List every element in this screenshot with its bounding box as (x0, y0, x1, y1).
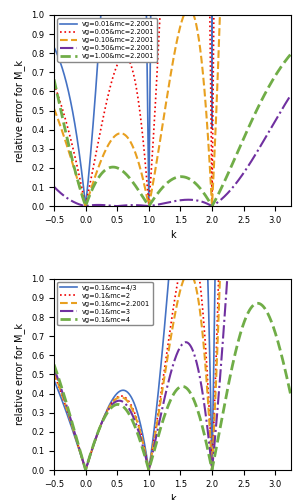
vg=0.05&mc=2.2001 (153, 103, 157, 109)
vg=0.05&mc=2.2001 (93, 154, 97, 160)
vg=0.10&mc=2.2001 (79, 188, 83, 194)
vg=1.00&mc=2.2001 (93, 180, 97, 186)
vg=0.01&mc=2.2001 (84, 203, 87, 209)
vg=0.1&mc=2.2001 (52, 370, 56, 376)
Line: vg=0.10&mc=2.2001: vg=0.10&mc=2.2001 (54, 0, 291, 206)
vg=0.1&mc=4 (84, 467, 87, 473)
vg=0.01&mc=2.2001 (79, 164, 83, 170)
vg=0.1&mc=3 (93, 437, 97, 443)
X-axis label: k: k (170, 230, 175, 240)
vg=0.50&mc=2.2001 (259, 142, 263, 148)
vg=0.10&mc=2.2001 (93, 174, 97, 180)
vg=0.1&mc=3 (153, 438, 157, 444)
Line: vg=0.1&mc=2: vg=0.1&mc=2 (54, 0, 291, 470)
vg=0.10&mc=2.2001 (153, 168, 157, 173)
vg=0.1&mc=4/3 (79, 453, 83, 459)
vg=0.1&mc=2 (84, 467, 87, 473)
Line: vg=0.50&mc=2.2001: vg=0.50&mc=2.2001 (54, 94, 291, 206)
vg=1.00&mc=2.2001 (289, 51, 293, 57)
vg=0.1&mc=4/3 (143, 444, 147, 450)
vg=0.1&mc=4 (143, 454, 147, 460)
vg=0.05&mc=2.2001 (79, 181, 83, 187)
vg=0.50&mc=2.2001 (153, 202, 157, 208)
vg=1.00&mc=2.2001 (52, 76, 56, 82)
vg=0.1&mc=4 (93, 437, 97, 443)
Y-axis label: relative error for M_k: relative error for M_k (15, 60, 26, 162)
vg=0.50&mc=2.2001 (285, 99, 288, 105)
vg=0.10&mc=2.2001 (52, 106, 56, 112)
vg=0.1&mc=3 (143, 451, 147, 457)
vg=1.00&mc=2.2001 (143, 197, 147, 203)
vg=0.50&mc=2.2001 (84, 203, 87, 209)
Line: vg=1.00&mc=2.2001: vg=1.00&mc=2.2001 (54, 54, 291, 206)
vg=0.1&mc=4/3 (52, 377, 56, 383)
vg=0.10&mc=2.2001 (143, 184, 147, 190)
vg=0.1&mc=2 (143, 448, 147, 454)
vg=0.1&mc=3 (84, 467, 87, 473)
vg=0.1&mc=2.2001 (93, 438, 97, 444)
vg=0.1&mc=3 (79, 452, 83, 458)
vg=0.1&mc=4 (259, 302, 263, 308)
vg=0.50&mc=2.2001 (79, 202, 83, 208)
vg=0.1&mc=4/3 (93, 438, 97, 444)
Legend: vg=0.1&mc=4/3, vg=0.1&mc=2, vg=0.1&mc=2.2001, vg=0.1&mc=3, vg=0.1&mc=4: vg=0.1&mc=4/3, vg=0.1&mc=2, vg=0.1&mc=2.… (57, 282, 153, 326)
vg=0.1&mc=2.2001 (143, 448, 147, 454)
Legend: vg=0.01&mc=2.2001, vg=0.05&mc=2.2001, vg=0.10&mc=2.2001, vg=0.50&mc=2.2001, vg=1: vg=0.01&mc=2.2001, vg=0.05&mc=2.2001, vg… (57, 18, 157, 62)
Y-axis label: relative error for M_k: relative error for M_k (15, 324, 26, 426)
vg=0.01&mc=2.2001 (93, 94, 97, 100)
vg=0.05&mc=2.2001 (143, 156, 147, 162)
vg=0.1&mc=4/3 (153, 417, 157, 423)
vg=0.05&mc=2.2001 (84, 203, 87, 209)
vg=0.1&mc=2 (153, 429, 157, 435)
vg=0.1&mc=4 (285, 373, 288, 379)
vg=0.50&mc=2.2001 (93, 202, 97, 208)
vg=1.00&mc=2.2001 (153, 194, 157, 200)
vg=0.1&mc=2 (52, 371, 56, 377)
vg=0.50&mc=2.2001 (289, 92, 293, 98)
vg=0.50&mc=2.2001 (52, 184, 56, 190)
vg=0.1&mc=3 (52, 365, 56, 371)
vg=0.01&mc=2.2001 (52, 44, 56, 50)
vg=0.1&mc=2.2001 (79, 452, 83, 458)
Line: vg=0.05&mc=2.2001: vg=0.05&mc=2.2001 (54, 0, 291, 206)
vg=0.1&mc=2.2001 (84, 467, 87, 473)
vg=0.10&mc=2.2001 (84, 203, 87, 209)
vg=0.1&mc=2.2001 (153, 432, 157, 438)
vg=0.1&mc=4 (256, 300, 260, 306)
vg=0.1&mc=4 (289, 393, 293, 399)
vg=0.1&mc=4 (52, 362, 56, 368)
vg=1.00&mc=2.2001 (259, 98, 263, 104)
vg=0.1&mc=4 (153, 444, 157, 450)
Line: vg=0.01&mc=2.2001: vg=0.01&mc=2.2001 (54, 0, 291, 206)
vg=0.1&mc=4/3 (84, 467, 87, 473)
Line: vg=0.1&mc=2.2001: vg=0.1&mc=2.2001 (54, 0, 291, 470)
vg=1.00&mc=2.2001 (84, 203, 87, 209)
Line: vg=0.1&mc=3: vg=0.1&mc=3 (54, 0, 291, 470)
vg=0.1&mc=2 (79, 452, 83, 458)
vg=0.05&mc=2.2001 (52, 81, 56, 87)
vg=0.50&mc=2.2001 (143, 202, 147, 208)
X-axis label: k: k (170, 494, 175, 500)
vg=0.1&mc=2 (93, 438, 97, 444)
vg=1.00&mc=2.2001 (285, 56, 288, 62)
Line: vg=0.1&mc=4/3: vg=0.1&mc=4/3 (54, 0, 291, 470)
vg=1.00&mc=2.2001 (79, 189, 83, 195)
vg=0.1&mc=4 (79, 451, 83, 457)
Line: vg=0.1&mc=4: vg=0.1&mc=4 (54, 304, 291, 470)
